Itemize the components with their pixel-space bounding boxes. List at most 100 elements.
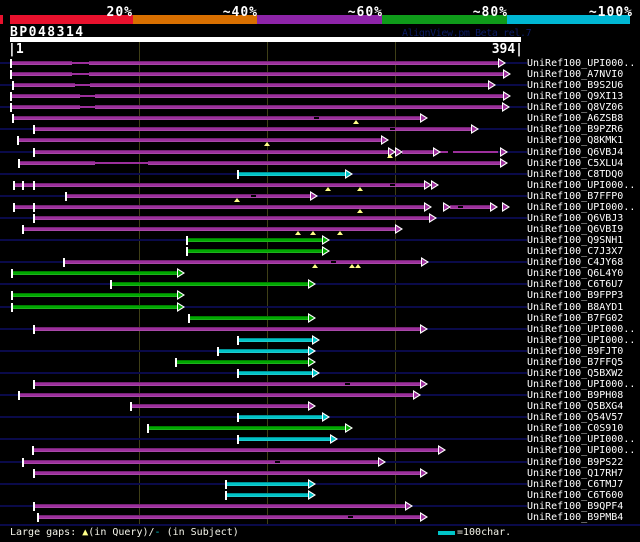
hit-bar[interactable] (130, 404, 308, 408)
hit-bar[interactable] (22, 227, 395, 231)
hit-bar[interactable] (10, 105, 80, 109)
hit-arrow-icon[interactable] (388, 147, 396, 157)
hit-arrow-icon[interactable] (433, 147, 441, 157)
hit-bar[interactable] (13, 205, 424, 209)
hit-bar[interactable] (237, 172, 345, 176)
hit-label[interactable]: UniRef100_C6TMJ7 (527, 479, 624, 490)
hit-arrow-icon[interactable] (420, 379, 428, 389)
hit-arrow-icon[interactable] (177, 290, 185, 300)
hit-bar[interactable] (33, 127, 471, 131)
hit-label[interactable]: UniRef100_Q6VBI9 (527, 224, 624, 235)
hit-arrow-icon[interactable] (421, 257, 429, 267)
hit-bar[interactable] (33, 216, 429, 220)
hit-bar[interactable] (11, 293, 177, 297)
hit-arrow-icon[interactable] (322, 412, 330, 422)
hit-bar[interactable] (225, 482, 308, 486)
hit-bar[interactable] (225, 493, 308, 497)
hit-arrow-icon[interactable] (308, 346, 316, 356)
hit-bar[interactable] (33, 327, 420, 331)
hit-label[interactable]: UniRef100_Q6L4Y0 (527, 268, 624, 279)
hit-bar[interactable] (188, 316, 308, 320)
hit-arrow-icon[interactable] (420, 113, 428, 123)
hit-arrow-icon[interactable] (345, 169, 353, 179)
hit-arrow-icon[interactable] (424, 180, 432, 190)
hit-label[interactable]: UniRef100_UPI000.. (527, 324, 636, 335)
hit-label[interactable]: UniRef100_Q9SNH1 (527, 235, 624, 246)
hit-label[interactable]: UniRef100_Q5BXG4 (527, 401, 624, 412)
hit-arrow-icon[interactable] (312, 368, 320, 378)
hit-label[interactable]: UniRef100_Q8VZ06 (527, 102, 624, 113)
hit-bar[interactable] (17, 138, 381, 142)
hit-arrow-icon[interactable] (308, 279, 316, 289)
hit-label[interactable]: UniRef100_C8TDQ0 (527, 169, 624, 180)
hit-bar[interactable] (18, 393, 413, 397)
hit-bar[interactable] (237, 338, 312, 342)
hit-bar[interactable] (217, 349, 308, 353)
hit-label[interactable]: UniRef100_Q8KMK1 (527, 135, 624, 146)
hit-bar[interactable] (237, 415, 322, 419)
hit-bar[interactable] (450, 205, 490, 209)
hit-arrow-icon[interactable] (420, 324, 428, 334)
hit-arrow-icon[interactable] (429, 213, 437, 223)
hit-label[interactable]: UniRef100_B7FG02 (527, 313, 624, 324)
hit-arrow-icon[interactable] (500, 147, 508, 157)
hit-arrow-icon[interactable] (431, 180, 439, 190)
hit-label[interactable]: UniRef100_Q9XI13 (527, 91, 624, 102)
hit-label[interactable]: UniRef100_Q17RH7 (527, 468, 624, 479)
hit-bar[interactable] (95, 94, 503, 98)
hit-bar[interactable] (13, 183, 424, 187)
hit-bar[interactable] (11, 305, 177, 309)
hit-arrow-icon[interactable] (177, 302, 185, 312)
hit-arrow-icon[interactable] (438, 445, 446, 455)
hit-label[interactable]: UniRef100_C6T600 (527, 490, 624, 501)
hit-bar[interactable] (110, 282, 308, 286)
hit-label[interactable]: UniRef100_B9FJT0 (527, 346, 624, 357)
hit-bar[interactable] (147, 426, 345, 430)
hit-label[interactable]: UniRef100_A7NVI0 (527, 69, 624, 80)
hit-bar[interactable] (33, 382, 420, 386)
hit-arrow-icon[interactable] (420, 512, 428, 522)
hit-bar[interactable] (90, 83, 488, 87)
hit-bar[interactable] (186, 238, 322, 242)
hit-bar[interactable] (63, 260, 421, 264)
hit-bar[interactable] (22, 460, 378, 464)
hit-arrow-icon[interactable] (308, 490, 316, 500)
hit-bar[interactable] (89, 61, 498, 65)
hit-arrow-icon[interactable] (443, 202, 451, 212)
hit-arrow-icon[interactable] (345, 423, 353, 433)
hit-bar[interactable] (33, 150, 388, 154)
hit-label[interactable]: UniRef100_UPI000.. (527, 445, 636, 456)
hit-arrow-icon[interactable] (503, 91, 511, 101)
hit-label[interactable]: UniRef100_A6ZSB8 (527, 113, 624, 124)
hit-arrow-icon[interactable] (471, 124, 479, 134)
hit-label[interactable]: UniRef100_UPI000.. (527, 180, 636, 191)
hit-bar[interactable] (65, 194, 310, 198)
hit-arrow-icon[interactable] (413, 390, 421, 400)
hit-label[interactable]: UniRef100_UPI000.. (527, 202, 636, 213)
hit-label[interactable]: UniRef100_B7FFQ5 (527, 357, 624, 368)
hit-label[interactable]: UniRef100_B9QPF4 (527, 501, 624, 512)
hit-arrow-icon[interactable] (502, 202, 510, 212)
hit-arrow-icon[interactable] (381, 135, 389, 145)
hit-arrow-icon[interactable] (405, 501, 413, 511)
hit-arrow-icon[interactable] (395, 224, 403, 234)
hit-label[interactable]: UniRef100_B9FPP3 (527, 290, 624, 301)
hit-arrow-icon[interactable] (330, 434, 338, 444)
hit-arrow-icon[interactable] (490, 202, 498, 212)
hit-bar[interactable] (186, 249, 322, 253)
hit-bar[interactable] (33, 504, 405, 508)
hit-label[interactable]: UniRef100_B9PH08 (527, 390, 624, 401)
hit-label[interactable]: UniRef100_Q5BXW2 (527, 368, 624, 379)
hit-bar[interactable] (10, 94, 80, 98)
hit-arrow-icon[interactable] (378, 457, 386, 467)
hit-arrow-icon[interactable] (308, 313, 316, 323)
hit-label[interactable]: UniRef100_Q6VBJ3 (527, 213, 624, 224)
hit-bar[interactable] (10, 72, 72, 76)
hit-label[interactable]: UniRef100_B9PS22 (527, 457, 624, 468)
hit-bar[interactable] (33, 471, 420, 475)
hit-bar[interactable] (402, 150, 433, 154)
hit-label[interactable]: UniRef100_C6T6U7 (527, 279, 624, 290)
hit-label[interactable]: UniRef100_B7FFP0 (527, 191, 624, 202)
hit-bar[interactable] (148, 161, 500, 165)
hit-label[interactable]: UniRef100_UPI000.. (527, 335, 636, 346)
